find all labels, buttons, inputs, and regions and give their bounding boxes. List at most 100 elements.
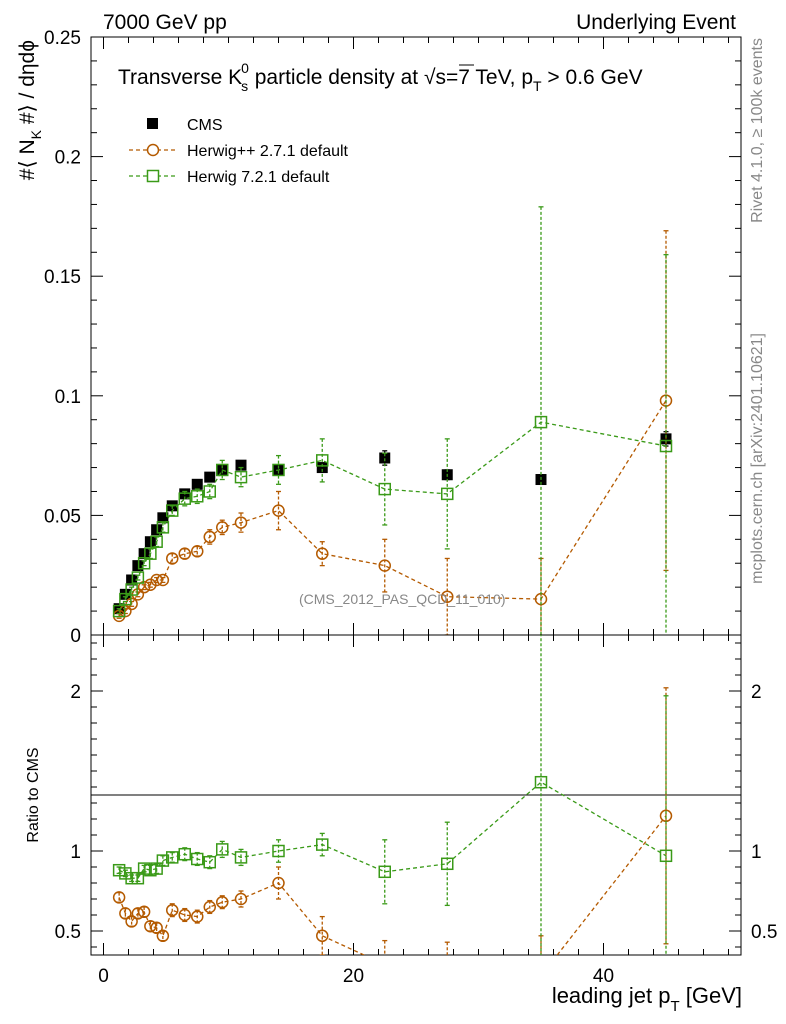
ratio-herwig-2-7-1-default-point (234, 892, 248, 906)
main-ytick-label: 0.25 (44, 28, 81, 49)
main-cms-point (157, 512, 169, 524)
xlabel-sub: T (670, 998, 679, 1015)
ratio-herwig-7-2-1-default-point (378, 865, 391, 879)
ratio-herwig-7-2-1-default-point (203, 855, 216, 869)
title-sub-s: s (241, 78, 248, 94)
ratio-ytick-label-right: 2 (751, 682, 762, 703)
ratio-herwig-2-7-1-default-point (137, 905, 151, 919)
title-sup-0: 0 (241, 60, 249, 76)
ratio-herwig-7-2-1-default-point (191, 852, 204, 866)
legend-item-cms: CMS (147, 117, 223, 134)
mcplots-label: mcplots.cern.ch [arXiv:2401.10621] (749, 333, 766, 584)
title-part-3: s=7 TeV, p (436, 66, 534, 89)
legend-item-herwig7: Herwig 7.2.1 default (129, 169, 330, 186)
main-herwig-7-2-1-default-point (272, 463, 285, 477)
ratio-herwig-2-7-1-default-point (125, 915, 138, 928)
main-herwig-2-7-1-default-point (234, 516, 248, 529)
main-herwig-2-7-1-default-point (441, 590, 454, 603)
main-herwig-7-2-1-default-point (131, 571, 145, 584)
legend: CMS Herwig++ 2.7.1 default Herwig 7.2.1 … (129, 117, 349, 186)
main-ylabel: #⟨ NK #⟩ / dηdϕ (16, 40, 44, 180)
main-herwig-2-7-1-default-point (216, 521, 229, 534)
main-ytick-label: 0.1 (55, 387, 81, 408)
x-tick-label: 40 (593, 966, 614, 987)
ylabel-b: #⟩ / dηdϕ (16, 40, 39, 130)
ratio-herwig-2-7-1-default-point (203, 900, 216, 914)
main-cms-point (204, 471, 216, 483)
ratio-ytick-label-right: 1 (751, 842, 762, 863)
ratio-ytick-label: 0.5 (55, 922, 81, 943)
main-herwig-7-2-1-default-point (234, 470, 248, 484)
main-herwig-7-2-1-default-point (203, 485, 216, 498)
main-ytick-label: 0.2 (55, 148, 81, 169)
main-herwig-7-2-1-default-point (112, 604, 126, 618)
legend-marker-herwigpp (146, 143, 160, 157)
title-part-1: Transverse K (118, 66, 242, 89)
xlabel-a: leading jet p (552, 983, 671, 1008)
ratio-herwig-7-2-1-default-point (178, 847, 191, 861)
ratio-herwig-2-7-1-default-point (178, 908, 191, 922)
main-ytick-label: 0 (70, 626, 81, 647)
ratio-herwig-2-7-1-default-point (156, 929, 170, 943)
title-sub-t: T (533, 78, 542, 94)
main-plot-area (112, 206, 673, 635)
xlabel-b: [GeV] (680, 983, 742, 1008)
main-ytick-label: 0.05 (44, 506, 81, 527)
ratio-herwig-7-2-1-default-point (166, 851, 179, 864)
main-ytick-label: 0.15 (44, 267, 81, 288)
ratio-herwig-2-7-1-default-point (272, 876, 285, 890)
legend-item-herwigpp: Herwig++ 2.7.1 default (129, 143, 349, 160)
ratio-herwig-7-2-1-default-point (316, 838, 329, 851)
ratio-ytick-label: 1 (70, 842, 81, 863)
main-cms-point (379, 452, 391, 464)
ratio-herwig-7-2-1-default-point (156, 854, 170, 867)
main-herwig-7-2-1-default-point (150, 535, 163, 548)
main-herwig-2-7-1-default-point (378, 559, 391, 572)
ratio-herwig-2-7-1-default-point (150, 921, 163, 935)
header-left: 7000 GeV pp (103, 11, 227, 34)
title-part-2: particle density at (249, 66, 424, 89)
ylabel-a: #⟨ N (16, 139, 39, 180)
ratio-panel: 0.5 0.51 12 20 20 40 Ratio to CMS leading jet… (25, 634, 777, 1015)
ratio-herwig-2-7-1-default-point (131, 907, 145, 920)
main-herwig-7-2-1-default-point (191, 490, 204, 503)
main-cms-point (191, 478, 203, 490)
ratio-herwig-7-2-1-default-point (272, 844, 285, 858)
legend-label-herwigpp: Herwig++ 2.7.1 default (187, 143, 349, 160)
main-herwig-2-7-1-default-point (203, 530, 216, 544)
ratio-herwig-7-2-1-default-point (441, 857, 454, 871)
main-herwig-2-7-1-default-point (150, 573, 163, 587)
ratio-herwig-2-7-1-default-point (316, 929, 329, 943)
title-part-4: > 0.6 GeV (542, 66, 643, 89)
ratio-herwig-7-2-1-default-point (534, 775, 548, 789)
ratio-plot-area (112, 635, 673, 955)
ratio-ytick-label-right: 0.5 (751, 922, 777, 943)
main-panel: 0 0.05 0.1 0.15 0.2 0.25 Transverse Ks 0 parti… (16, 28, 742, 647)
analysis-annotation: (CMS_2012_PAS_QCD_11_010) (299, 591, 506, 607)
title-sqrt: √ (424, 66, 436, 89)
ratio-ytick-label: 2 (70, 682, 81, 703)
main-herwig-2-7-1-default-line (118, 400, 667, 617)
main-title: Transverse Ks 0 particle density at √s=7 … (118, 60, 643, 94)
ratio-herwig-2-7-1-default-point (191, 910, 204, 923)
main-herwig-7-2-1-default-point (216, 463, 229, 477)
main-cms-point (660, 433, 672, 445)
x-axis-label: leading jet pT [GeV] (552, 983, 742, 1015)
main-herwig-2-7-1-default-point (178, 547, 191, 560)
main-herwig-2-7-1-default-point (156, 573, 170, 587)
ratio-ylabel: Ratio to CMS (25, 747, 42, 842)
main-cms-point (316, 462, 328, 474)
main-herwig-2-7-1-default-point (191, 545, 204, 558)
rivet-label: Rivet 4.1.0, ≥ 100k events (749, 38, 766, 223)
main-herwig-7-2-1-default-point (534, 415, 548, 429)
main-herwig-2-7-1-default-point (272, 504, 285, 517)
main-herwig-7-2-1-default-point (316, 454, 329, 467)
ratio-herwig-2-7-1-default-point (119, 907, 132, 920)
legend-label-cms: CMS (187, 117, 223, 134)
legend-marker-herwig7 (146, 169, 160, 183)
main-herwig-7-2-1-default-point (144, 547, 157, 560)
main-herwig-2-7-1-default-point (166, 552, 179, 565)
ratio-herwig-2-7-1-default-point (112, 891, 126, 904)
x-tick-label: 0 (98, 966, 109, 987)
